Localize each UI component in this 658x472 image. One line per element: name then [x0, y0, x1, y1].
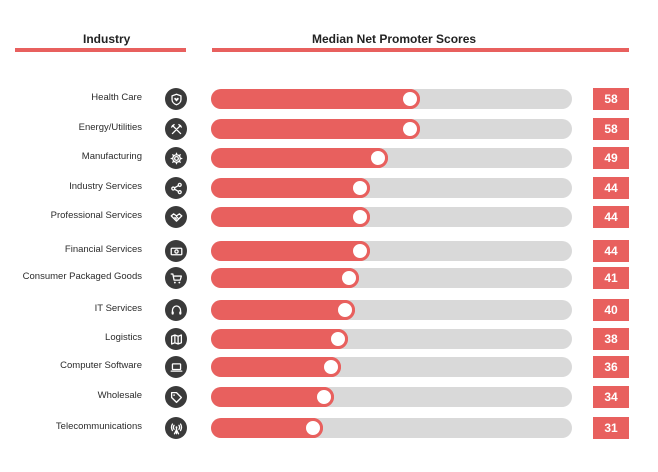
- category-label: Wholesale: [97, 390, 142, 401]
- bar-track: [211, 357, 572, 377]
- score-badge: 49: [593, 147, 629, 169]
- category-label: Professional Services: [50, 210, 142, 221]
- bar-fill: [211, 387, 334, 407]
- score-badge: 41: [593, 267, 629, 289]
- chart-row: Telecommunications 31: [0, 417, 658, 439]
- bar-track: [211, 207, 572, 227]
- bar-fill: [211, 148, 388, 168]
- nps-header: Median Net Promoter Scores: [312, 32, 477, 46]
- category-label: Computer Software: [60, 360, 142, 371]
- heart-shield-icon: [165, 88, 187, 110]
- category-label: Financial Services: [64, 244, 142, 255]
- chart-row: Consumer Packaged Goods 41: [0, 267, 658, 289]
- map-icon: [165, 328, 187, 350]
- chart-row: Industry Services 44: [0, 177, 658, 199]
- bar-fill: [211, 207, 370, 227]
- category-label: Energy/Utilities: [78, 122, 142, 133]
- chart-row: Wholesale 34: [0, 386, 658, 408]
- bar-track: [211, 387, 572, 407]
- chart-row: Logistics 38: [0, 328, 658, 350]
- bar-track: [211, 89, 572, 109]
- bar-marker: [350, 178, 370, 198]
- tools-icon: [165, 118, 187, 140]
- bar-marker: [339, 268, 359, 288]
- bar-fill: [211, 178, 370, 198]
- category-label: Health Care: [91, 92, 142, 103]
- chart-row: Health Care 58: [0, 88, 658, 110]
- bar-fill: [211, 418, 323, 438]
- gear-icon: [165, 147, 187, 169]
- bar-marker: [400, 89, 420, 109]
- score-badge: 44: [593, 177, 629, 199]
- nps-header-rule: [212, 48, 629, 52]
- headset-icon: [165, 299, 187, 321]
- chart-row: IT Services 40: [0, 299, 658, 321]
- laptop-icon: [165, 356, 187, 378]
- category-label: Logistics: [105, 332, 142, 343]
- bar-fill: [211, 241, 370, 261]
- money-icon: [165, 240, 187, 262]
- score-badge: 40: [593, 299, 629, 321]
- bar-track: [211, 268, 572, 288]
- bar-track: [211, 241, 572, 261]
- bar-marker: [328, 329, 348, 349]
- tag-icon: [165, 386, 187, 408]
- shopping-cart-icon: [165, 267, 187, 289]
- bar-marker: [335, 300, 355, 320]
- bar-marker: [321, 357, 341, 377]
- chart-row: Professional Services 44: [0, 206, 658, 228]
- antenna-icon: [165, 417, 187, 439]
- category-label: Manufacturing: [81, 151, 142, 162]
- bar-track: [211, 119, 572, 139]
- score-badge: 44: [593, 240, 629, 262]
- bar-marker: [400, 119, 420, 139]
- chart-row: Energy/Utilities 58: [0, 118, 658, 140]
- bar-track: [211, 329, 572, 349]
- bar-fill: [211, 268, 359, 288]
- category-label: Telecommunications: [55, 421, 142, 432]
- chart-row: Financial Services 44: [0, 240, 658, 262]
- score-badge: 36: [593, 356, 629, 378]
- bar-fill: [211, 300, 355, 320]
- category-label: Consumer Packaged Goods: [22, 271, 142, 282]
- industry-header-rule: [15, 48, 186, 52]
- score-badge: 58: [593, 118, 629, 140]
- score-badge: 44: [593, 206, 629, 228]
- bar-track: [211, 148, 572, 168]
- score-badge: 58: [593, 88, 629, 110]
- score-badge: 34: [593, 386, 629, 408]
- bar-fill: [211, 357, 341, 377]
- score-badge: 31: [593, 417, 629, 439]
- bar-track: [211, 418, 572, 438]
- bar-fill: [211, 119, 420, 139]
- chart-row: Manufacturing 49: [0, 147, 658, 169]
- bar-marker: [350, 241, 370, 261]
- bar-fill: [211, 329, 348, 349]
- bar-marker: [303, 418, 323, 438]
- category-label: IT Services: [94, 303, 142, 314]
- category-label: Industry Services: [69, 181, 142, 192]
- score-badge: 38: [593, 328, 629, 350]
- industry-header: Industry: [83, 32, 131, 46]
- bar-fill: [211, 89, 420, 109]
- chart-row: Computer Software 36: [0, 356, 658, 378]
- bar-track: [211, 178, 572, 198]
- bar-marker: [368, 148, 388, 168]
- bar-marker: [350, 207, 370, 227]
- handshake-icon: [165, 206, 187, 228]
- bar-track: [211, 300, 572, 320]
- share-icon: [165, 177, 187, 199]
- bar-marker: [314, 387, 334, 407]
